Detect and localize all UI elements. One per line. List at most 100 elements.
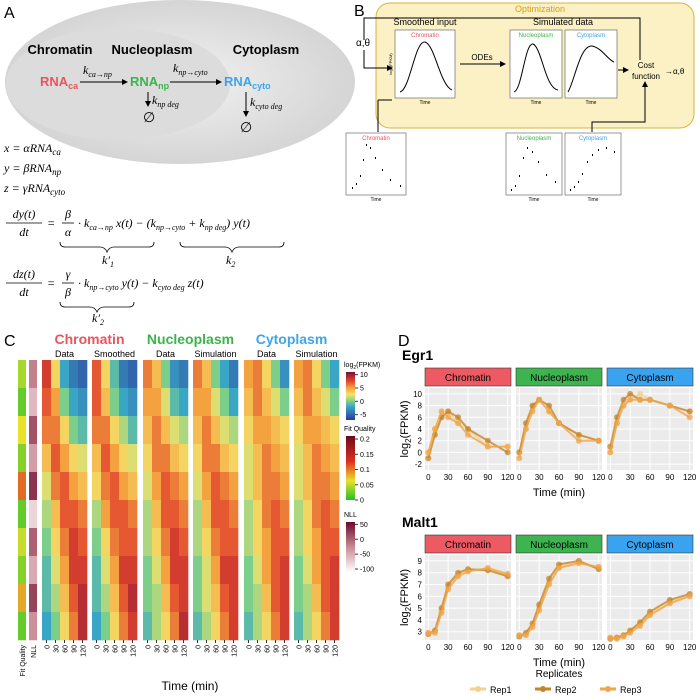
- heat-cell: [179, 528, 189, 557]
- heat-cell: [161, 500, 171, 529]
- heat-cell: [202, 556, 212, 585]
- heat-cell: [271, 472, 281, 501]
- x-tick-label: 90: [72, 645, 79, 653]
- eq-part: α: [65, 225, 72, 239]
- x-tick-label: 30: [155, 645, 162, 653]
- x-tick-label: 90: [574, 473, 583, 482]
- nll-cell: [29, 528, 37, 557]
- y-tick-label: 6: [418, 413, 423, 422]
- heat-cell: [193, 388, 203, 417]
- heat-cell: [152, 472, 162, 501]
- heat-cell: [170, 444, 180, 473]
- mini-title: Chromatin: [362, 136, 390, 142]
- point: [575, 437, 582, 444]
- heat-cell: [128, 388, 138, 417]
- heat-cell: [119, 416, 129, 445]
- strip-label: Nucleoplasm: [530, 373, 588, 384]
- heat-cell: [193, 500, 203, 529]
- curve: [513, 43, 559, 93]
- x-tick-label: 30: [444, 473, 453, 482]
- x-tick-label: 120: [592, 643, 606, 652]
- label: ODEs: [471, 53, 492, 62]
- point: [516, 632, 523, 639]
- heat-cell: [60, 612, 70, 641]
- legend-title: Replicates: [536, 669, 583, 680]
- axis-title: log2(FPKM): [399, 400, 413, 457]
- y-tick-label: 8: [418, 569, 423, 578]
- heat-cell: [119, 584, 129, 613]
- heat-cell: [69, 444, 79, 473]
- heat-cell: [92, 528, 102, 557]
- point: [455, 573, 462, 580]
- nll-cell: [29, 584, 37, 613]
- point: [438, 609, 445, 616]
- side-label: Fit Quality: [20, 645, 27, 677]
- point: [647, 396, 653, 403]
- x-tick-label: 0: [608, 643, 613, 652]
- colorbar-tick-label: 0: [360, 498, 364, 505]
- point: [666, 402, 673, 409]
- heat-cell: [271, 388, 281, 417]
- heat-cell: [262, 472, 272, 501]
- heat-cell: [330, 416, 340, 445]
- column-label: Smoothed: [94, 349, 135, 359]
- panel-label: C: [4, 333, 16, 350]
- point: [546, 408, 553, 415]
- eq-part: · kca→np x(t) − (knp→cyto + knp deg) y(t…: [78, 216, 250, 232]
- underbrace: [59, 241, 155, 254]
- colorbar: [346, 372, 355, 420]
- underbrace: [179, 241, 285, 254]
- strip: [424, 534, 512, 554]
- point: [465, 568, 471, 575]
- heat-cell: [244, 612, 254, 641]
- point: [529, 624, 536, 631]
- point: [686, 414, 693, 421]
- point: [455, 420, 462, 427]
- heat-cell: [119, 444, 129, 473]
- strip: [606, 367, 694, 387]
- heat-cell: [60, 472, 70, 501]
- axis-title: Time: [531, 100, 542, 106]
- colorbar-title-part: log: [344, 362, 353, 369]
- side-label: NLL: [31, 645, 38, 658]
- heat-cell: [193, 584, 203, 613]
- heat-cell: [244, 472, 254, 501]
- heat-cell: [69, 416, 79, 445]
- y-tick-label: 4: [418, 616, 423, 625]
- colorbar-tick-label: -5: [360, 412, 366, 419]
- heat-cell: [202, 360, 212, 389]
- heat-cell: [253, 416, 263, 445]
- points: [352, 144, 401, 189]
- heat-cell: [128, 528, 138, 557]
- heat-cell: [170, 612, 180, 641]
- x-tick-label: 0: [146, 645, 153, 649]
- heat-cell: [143, 556, 153, 585]
- point: [465, 426, 471, 432]
- colorbar-title-part: 2: [353, 365, 356, 371]
- y-tick-label: 10: [413, 390, 422, 399]
- heat-cell: [101, 360, 111, 389]
- heat-cell: [202, 472, 212, 501]
- point: [536, 396, 543, 403]
- point: [613, 420, 620, 427]
- heat-cell: [211, 500, 221, 529]
- heat-cell: [303, 416, 313, 445]
- heat-cell: [143, 612, 153, 641]
- heat-cell: [321, 584, 331, 613]
- heat-cell: [211, 472, 221, 501]
- x-tick-label: 120: [592, 473, 606, 482]
- heat-cell: [60, 416, 70, 445]
- heat-cell: [280, 556, 290, 585]
- axis-title-part: log: [399, 611, 411, 626]
- nll-cell: [29, 612, 37, 641]
- x-tick-label: 0: [196, 645, 203, 649]
- heat-cell: [280, 444, 290, 473]
- column-label: Data: [257, 349, 276, 359]
- heat-cell: [280, 388, 290, 417]
- heat-cell: [92, 584, 102, 613]
- point: [425, 455, 432, 462]
- colorbar-tick-label: -100: [360, 567, 374, 574]
- heat-cell: [253, 556, 263, 585]
- point: [445, 414, 452, 421]
- heat-cell: [42, 500, 52, 529]
